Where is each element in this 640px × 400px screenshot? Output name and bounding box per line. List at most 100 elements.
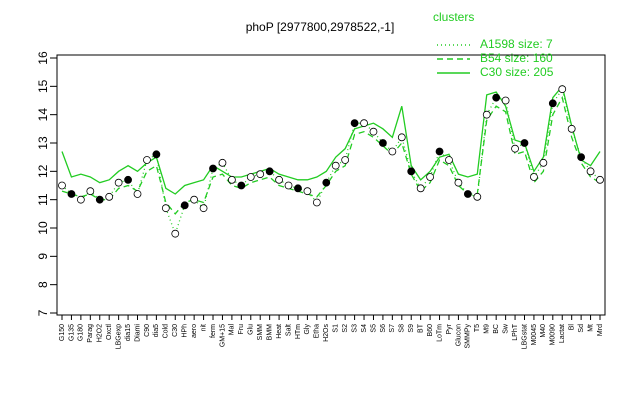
data-point (586, 167, 595, 176)
x-tick-label: S3 (351, 324, 358, 333)
x-tick-label: Sw (502, 323, 509, 334)
x-tick-label: Salt (285, 324, 292, 336)
data-point (312, 198, 321, 207)
x-tick-label: S4 (361, 324, 368, 333)
x-tick-label: Mt (587, 324, 594, 332)
data-point (275, 175, 283, 184)
y-tick-label: 10 (36, 221, 50, 235)
x-tick-label: Mal (229, 324, 236, 336)
x-tick-label: B60 (427, 324, 434, 337)
data-point (350, 119, 359, 128)
x-tick-label: Sd (578, 324, 585, 333)
chart-title: phoP [2977800,2978522,-1] (246, 20, 395, 34)
data-point (180, 201, 189, 210)
x-tick-label: Mrd (597, 324, 604, 336)
data-point (445, 156, 453, 164)
x-tick-label: BC (493, 324, 500, 334)
data-point (227, 175, 236, 184)
data-point (539, 158, 548, 167)
x-tick-label: LoTm (436, 324, 443, 342)
data-point (407, 167, 416, 176)
x-tick-label: BMM (266, 324, 273, 341)
x-tick-label: M0045 (531, 324, 538, 346)
series-line (61, 95, 601, 215)
data-point (67, 190, 76, 198)
x-tick-label: SMMPy (465, 324, 472, 349)
x-tick-label: Gly (304, 324, 311, 335)
y-tick-label: 11 (36, 193, 50, 206)
data-point (105, 192, 114, 201)
x-tick-label: H2O2 (97, 324, 104, 342)
y-tick-label: 9 (36, 253, 50, 260)
data-point (388, 147, 397, 156)
y-tick-label: 14 (36, 108, 50, 122)
legend-label: C30 size: 205 (480, 65, 554, 79)
x-tick-label: aero (191, 324, 198, 338)
x-tick-label: S1 (333, 324, 340, 333)
x-tick-label: Cold (163, 324, 170, 339)
data-point (341, 156, 350, 164)
x-tick-label: dia5 (153, 324, 160, 337)
x-tick-label: LBGstat (521, 324, 528, 349)
x-tick-label: S7 (389, 324, 396, 333)
data-point (454, 178, 463, 187)
x-tick-label: HTm (295, 324, 302, 339)
y-tick-label: 13 (36, 136, 50, 150)
data-point (76, 195, 85, 204)
x-tick-label: SMM (257, 324, 264, 341)
x-tick-label: G135 (68, 324, 75, 341)
data-point (246, 173, 255, 181)
data-point (548, 99, 557, 108)
x-tick-label: T5 (474, 324, 481, 332)
data-point (294, 184, 302, 193)
x-tick-label: S6 (380, 324, 387, 333)
data-point (397, 133, 406, 142)
data-point (501, 96, 510, 105)
data-point (558, 85, 567, 94)
data-point (530, 173, 538, 181)
data-point (435, 147, 444, 156)
data-point (237, 181, 246, 190)
x-tick-label: S9 (408, 324, 415, 333)
legend-label: A1598 size: 7 (480, 37, 553, 51)
data-point (265, 167, 274, 176)
data-point (303, 187, 312, 196)
data-point (199, 204, 208, 213)
data-point (161, 204, 170, 213)
x-tick-label: Bl (569, 324, 576, 331)
x-tick-label: Etha (314, 324, 321, 339)
legend-title: clusters (433, 10, 474, 24)
x-tick-label: LBGexp (115, 324, 122, 349)
x-tick-label: ferm (210, 324, 217, 338)
x-tick-label: GM+15 (219, 324, 226, 347)
y-tick-label: 8 (36, 281, 50, 288)
x-tick-label: Parag (87, 324, 94, 343)
data-point (379, 139, 387, 147)
x-tick-label: S8 (399, 324, 406, 333)
x-tick-label: Glucon (455, 324, 462, 346)
y-tick-label: 7 (36, 309, 50, 316)
x-tick-label: Diami (134, 324, 141, 342)
data-point (463, 190, 472, 198)
x-tick-label: nit (200, 324, 207, 331)
data-point (114, 178, 123, 187)
data-point (86, 187, 95, 196)
data-point (331, 161, 340, 170)
x-tick-label: H2Os (323, 324, 330, 342)
data-point (511, 144, 519, 153)
y-tick-label: 15 (36, 79, 50, 93)
data-point (133, 190, 142, 198)
x-tick-label: C30 (172, 324, 179, 337)
series-line (61, 84, 601, 195)
x-tick-label: M0090 (550, 324, 557, 346)
x-tick-label: Pyr (446, 323, 453, 334)
data-point (143, 156, 151, 164)
x-tick-label: Fru (238, 324, 245, 335)
x-tick-label: Glu (248, 324, 255, 335)
x-tick-label: Lactat (559, 324, 566, 343)
data-point (322, 178, 331, 187)
x-tick-label: S5 (370, 324, 377, 333)
data-point (171, 229, 180, 238)
x-tick-label: S2 (342, 324, 349, 333)
